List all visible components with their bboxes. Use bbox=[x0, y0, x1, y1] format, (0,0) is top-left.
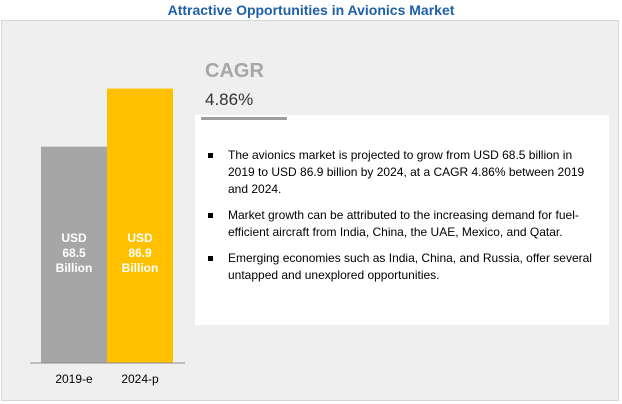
x-tick-label-2019: 2019-e bbox=[55, 372, 93, 386]
bullet-text: The avionics market is projected to grow… bbox=[228, 148, 585, 196]
bullet-item: Market growth can be attributed to the i… bbox=[208, 207, 592, 241]
bullet-text: Emerging economies such as India, China,… bbox=[228, 251, 592, 282]
cagr-underline bbox=[201, 117, 287, 120]
bar-label-currency: USD bbox=[127, 231, 153, 245]
bullet-marker bbox=[208, 153, 213, 158]
bullet-item: The avionics market is projected to grow… bbox=[208, 147, 592, 198]
bar-label-currency: USD bbox=[61, 231, 87, 245]
bar-label-2019: USD 68.5 Billion bbox=[41, 231, 107, 276]
bullet-marker bbox=[208, 213, 213, 218]
bar-label-value: 68.5 bbox=[62, 246, 86, 260]
bar-label-unit: Billion bbox=[121, 261, 159, 275]
cagr-label: CAGR bbox=[205, 60, 264, 82]
cagr-value: 4.86% bbox=[205, 90, 254, 109]
bullet-marker bbox=[208, 256, 213, 261]
bar-2024-p bbox=[107, 88, 173, 363]
bar-label-2024: USD 86.9 Billion bbox=[107, 231, 173, 276]
chart-title: Attractive Opportunities in Avionics Mar… bbox=[167, 2, 455, 18]
bar-label-value: 86.9 bbox=[128, 246, 152, 260]
bullet-list: The avionics market is projected to grow… bbox=[208, 147, 592, 293]
bullet-text: Market growth can be attributed to the i… bbox=[228, 208, 579, 239]
bar-2019-e bbox=[41, 146, 107, 363]
bullet-item: Emerging economies such as India, China,… bbox=[208, 250, 592, 284]
bar-label-unit: Billion bbox=[55, 261, 93, 275]
x-tick-label-2024: 2024-p bbox=[121, 372, 159, 386]
text-panel bbox=[195, 115, 609, 325]
